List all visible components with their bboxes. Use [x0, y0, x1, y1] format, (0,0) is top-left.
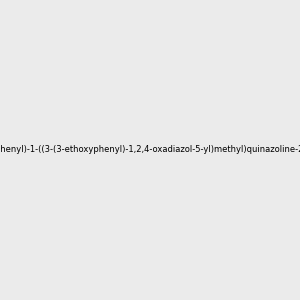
Text: 3-(2,5-dimethylphenyl)-1-((3-(3-ethoxyphenyl)-1,2,4-oxadiazol-5-yl)methyl)quinaz: 3-(2,5-dimethylphenyl)-1-((3-(3-ethoxyph… [0, 146, 300, 154]
